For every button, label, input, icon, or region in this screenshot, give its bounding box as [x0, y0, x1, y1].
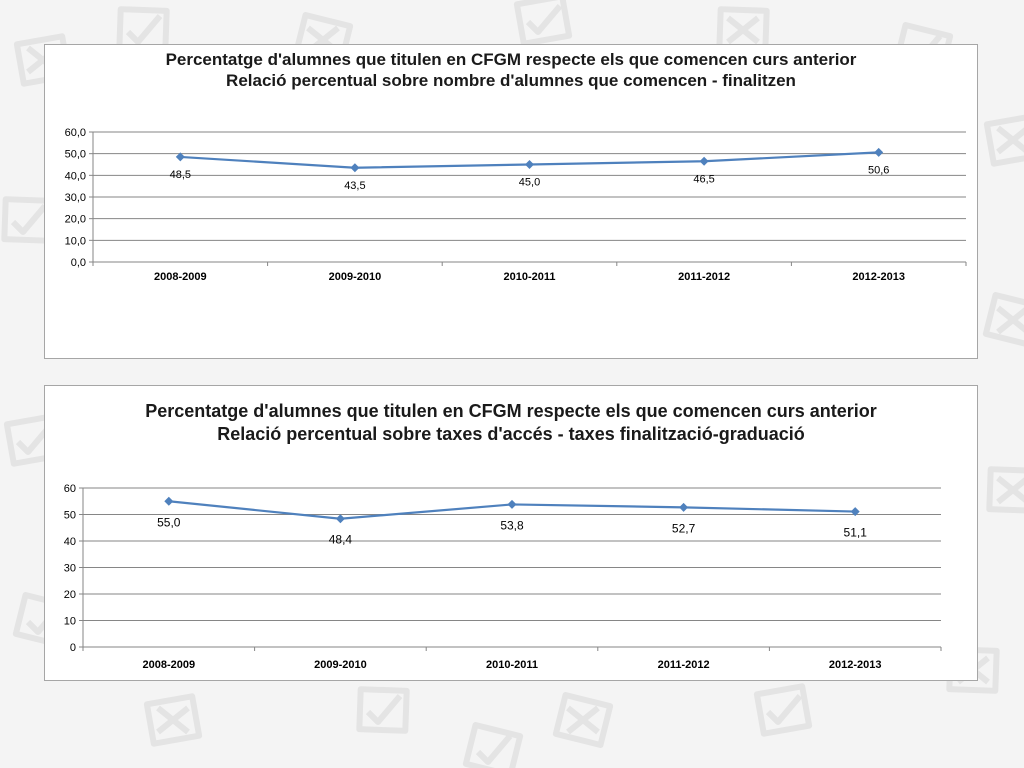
data-markers: [175, 147, 884, 173]
chart-title-line-2: Relació percentual sobre taxes d'accés -…: [217, 423, 805, 444]
x-tick-label: 2010-2011: [486, 659, 538, 671]
gridlines: [93, 131, 966, 263]
line-chart: 0 10 20 30 40 50 60 2008-2009 2009-2010 2010-2011…: [64, 483, 942, 671]
data-label: 48,4: [329, 533, 353, 547]
data-point-marker: [175, 152, 185, 162]
data-point-marker: [679, 502, 689, 512]
chart-panel-rates-ratio: Percentatge d'alumnes que titulen en CFG…: [44, 385, 978, 681]
data-label: 43,5: [344, 180, 365, 192]
y-tick-label: 30,0: [65, 192, 86, 204]
chart-panel-completion-ratio: Percentatge d'alumnes que titulen en CFG…: [44, 44, 978, 359]
x-tick-label: 2008-2009: [142, 659, 195, 671]
x-tick-label: 2010-2011: [504, 271, 556, 283]
y-tick-label: 60: [64, 483, 76, 495]
y-tick-label: 50: [64, 510, 76, 522]
y-axis: 0,0 10,0 20,0 30,0 40,0 50,0 60,0: [65, 127, 94, 269]
data-labels: 48,5 43,5 45,0 46,5 50,6: [170, 164, 890, 191]
data-markers: [164, 496, 860, 524]
chart-title: Percentatge d'alumnes que titulen en CFG…: [45, 49, 977, 92]
data-label: 46,5: [693, 173, 714, 185]
data-point-marker: [699, 156, 709, 166]
x-tick-label: 2011-2012: [678, 271, 730, 283]
x-tick-label: 2009-2010: [329, 271, 382, 283]
data-point-marker: [874, 147, 884, 157]
x-tick-label: 2011-2012: [658, 659, 710, 671]
chart-title-line-1: Percentatge d'alumnes que titulen en CFG…: [165, 50, 857, 69]
chart-title: Percentatge d'alumnes que titulen en CFG…: [45, 400, 977, 445]
chart-title-line-1: Percentatge d'alumnes que titulen en CFG…: [145, 401, 877, 421]
x-tick-label: 2008-2009: [154, 271, 207, 283]
data-point-marker: [164, 496, 174, 506]
data-labels: 55,0 48,4 53,8 52,7 51,1: [157, 515, 867, 546]
line-chart: 0,0 10,0 20,0 30,0 40,0 50,0 60,0 2008-2009 2009…: [65, 127, 967, 283]
data-label: 45,0: [519, 177, 540, 189]
y-axis: 0 10 20 30 40 50 60: [64, 483, 84, 654]
data-point-marker: [507, 499, 517, 509]
y-tick-label: 50,0: [65, 149, 86, 161]
data-label: 53,8: [500, 518, 524, 532]
y-tick-label: 20,0: [65, 214, 86, 226]
data-label: 52,7: [672, 521, 696, 535]
y-tick-label: 60,0: [65, 127, 86, 139]
y-tick-label: 30: [64, 563, 76, 575]
x-tick-label: 2012-2013: [852, 271, 905, 283]
x-tick-label: 2012-2013: [829, 659, 882, 671]
chart-title-line-2: Relació percentual sobre nombre d'alumne…: [226, 71, 796, 91]
y-tick-label: 40,0: [65, 170, 86, 182]
data-label: 51,1: [844, 526, 868, 540]
y-tick-label: 40: [64, 536, 76, 548]
data-point-marker: [350, 163, 360, 173]
gridlines: [83, 487, 941, 648]
y-tick-label: 10,0: [65, 235, 86, 247]
data-label: 50,6: [868, 164, 889, 176]
data-point-marker: [525, 160, 534, 169]
x-axis: 2008-2009 2009-2010 2010-2011 2011-2012 2012…: [92, 261, 967, 283]
data-point-marker: [335, 514, 345, 524]
y-tick-label: 0,0: [71, 257, 86, 269]
x-axis: 2008-2009 2009-2010 2010-2011 2011-2012 2012…: [82, 646, 942, 671]
data-label: 55,0: [157, 515, 181, 529]
x-tick-label: 2009-2010: [314, 659, 367, 671]
data-label: 48,5: [170, 169, 191, 181]
y-tick-label: 0: [70, 642, 76, 654]
y-tick-label: 20: [64, 589, 76, 601]
y-tick-label: 10: [64, 616, 76, 628]
